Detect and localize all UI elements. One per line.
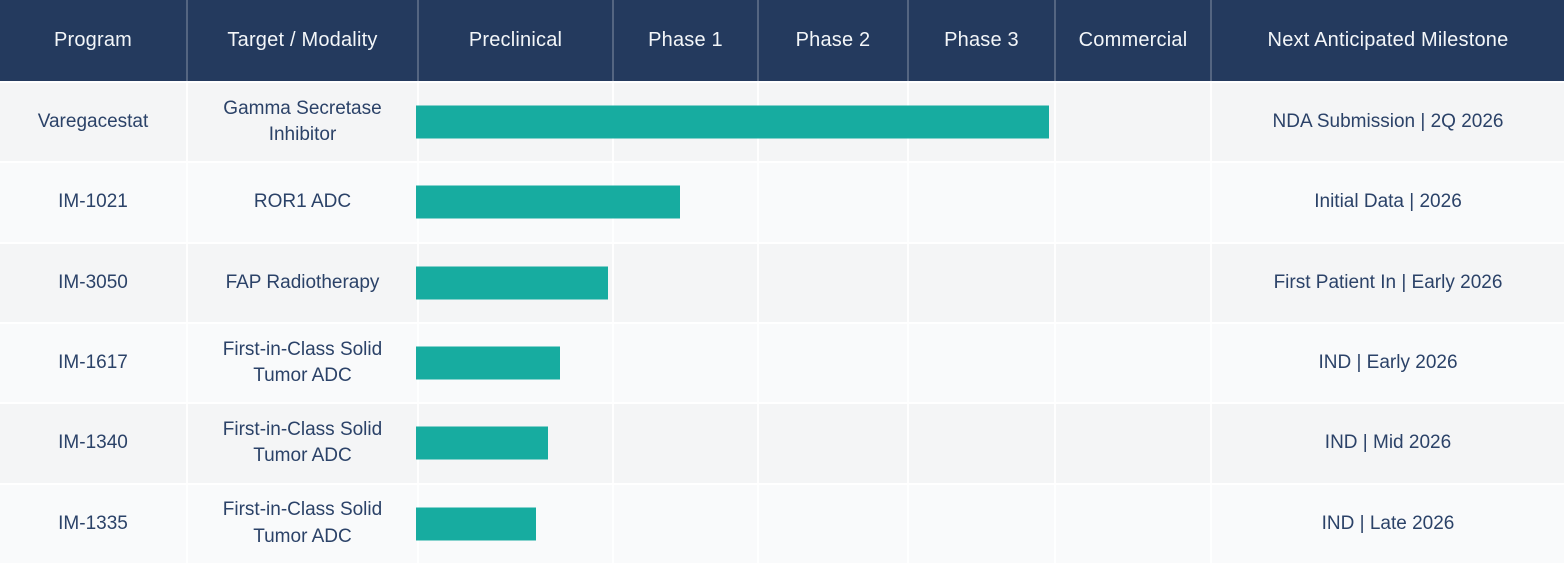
phase-track-phase-3 [907, 324, 1054, 403]
phase-track-phase-2 [757, 484, 907, 563]
pipeline-progress-bar [416, 266, 608, 300]
header-cell-phase-2: Phase 2 [757, 0, 907, 81]
target-modality: Gamma Secretase Inhibitor [186, 83, 417, 162]
milestone-text: IND | Mid 2026 [1210, 404, 1564, 483]
phase-track-commercial [1054, 83, 1210, 162]
phase-track-phase-1 [612, 243, 757, 322]
program-name: IM-1335 [58, 512, 128, 534]
program-name: IM-1021 [58, 191, 128, 213]
target-modality: FAP Radiotherapy [186, 243, 417, 322]
pipeline-progress-bar [416, 426, 548, 460]
header-cell-phase-1: Phase 1 [612, 0, 757, 81]
phase-track-phase-3 [907, 243, 1054, 322]
pipeline-progress-bar [416, 507, 536, 541]
phase-track-phase-2 [757, 404, 907, 483]
header-cell-next-milestone: Next Anticipated Milestone [1210, 0, 1564, 81]
phase-track-commercial [1054, 243, 1210, 322]
header-cell-commercial: Commercial [1054, 0, 1210, 81]
phase-track-phase-1 [612, 404, 757, 483]
target-modality: First-in-Class Solid Tumor ADC [186, 324, 417, 403]
phase-track-commercial [1054, 324, 1210, 403]
pipeline-row-im-3050: IM-3050 FAP Radiotherapy First Patient I… [0, 241, 1564, 322]
phase-track-phase-3 [907, 404, 1054, 483]
pipeline-progress-bar [416, 346, 560, 380]
header-cell-program: Program [53, 29, 133, 51]
phase-track-phase-1 [612, 324, 757, 403]
pipeline-row-im-1335: IM-1335 First-in-Class Solid Tumor ADC I… [0, 482, 1564, 563]
pipeline-row-im-1617: IM-1617 First-in-Class Solid Tumor ADC I… [0, 322, 1564, 403]
milestone-text: NDA Submission | 2Q 2026 [1210, 83, 1564, 162]
milestone-text: First Patient In | Early 2026 [1210, 243, 1564, 322]
header-cell-target-modality: Target / Modality [186, 0, 417, 81]
pipeline-row-varegacestat: Varegacestat Gamma Secretase Inhibitor N… [0, 81, 1564, 162]
phase-track-commercial [1054, 484, 1210, 563]
phase-track-phase-1 [612, 484, 757, 563]
target-modality: First-in-Class Solid Tumor ADC [186, 404, 417, 483]
milestone-text: IND | Late 2026 [1210, 484, 1564, 563]
header-cell-phase-3: Phase 3 [907, 0, 1054, 81]
phase-track-phase-3 [907, 484, 1054, 563]
phase-track-phase-3 [907, 163, 1054, 242]
header-cell-preclinical: Preclinical [417, 0, 612, 81]
phase-track-phase-2 [757, 324, 907, 403]
pipeline-row-im-1021: IM-1021 ROR1 ADC Initial Data | 2026 [0, 161, 1564, 242]
target-modality: First-in-Class Solid Tumor ADC [186, 484, 417, 563]
milestone-text: IND | Early 2026 [1210, 324, 1564, 403]
target-modality: ROR1 ADC [186, 163, 417, 242]
program-name: IM-3050 [58, 271, 128, 293]
table-header: Program Target / Modality Preclinical Ph… [0, 0, 1564, 81]
pipeline-row-im-1340: IM-1340 First-in-Class Solid Tumor ADC I… [0, 402, 1564, 483]
phase-track-commercial [1054, 163, 1210, 242]
pipeline-progress-bar [416, 185, 680, 219]
program-name: IM-1617 [58, 351, 128, 373]
program-name: IM-1340 [58, 432, 128, 454]
phase-track-phase-2 [757, 163, 907, 242]
phase-track-commercial [1054, 404, 1210, 483]
phase-track-phase-2 [757, 243, 907, 322]
program-name: Varegacestat [37, 110, 149, 132]
milestone-text: Initial Data | 2026 [1210, 163, 1564, 242]
pipeline-progress-bar [416, 105, 1049, 139]
